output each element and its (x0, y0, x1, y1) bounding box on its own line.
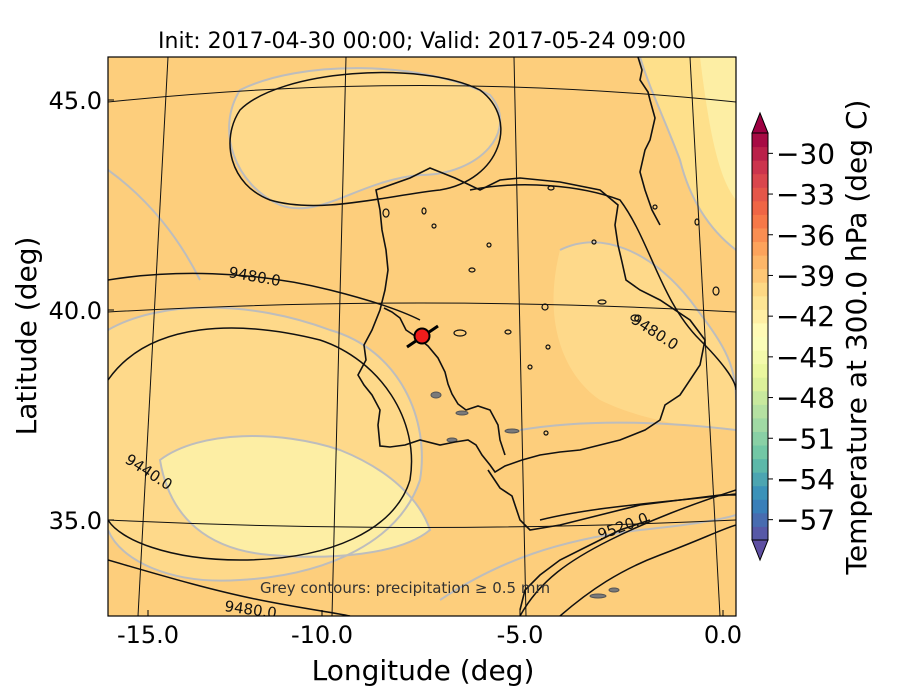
colorbar-segment (752, 336, 768, 351)
temperature-band-mid-north (229, 68, 501, 209)
colorbar-segments (752, 133, 768, 541)
colorbar-segment (752, 472, 768, 487)
y-tick-label: 45.0 (49, 87, 102, 115)
colorbar-segment (752, 322, 768, 337)
colorbar-segment (752, 200, 768, 215)
colorbar-segment (752, 350, 768, 365)
temperature-band-cool (160, 436, 430, 557)
colorbar-segment (752, 431, 768, 446)
x-tick-label: -15.0 (117, 621, 179, 649)
map-plot-area: 9480.0 9480.0 9440.0 9520.0 9480.0 Grey … (108, 57, 736, 622)
y-axis: 45.0 40.0 35.0 Latitude (deg) (10, 87, 114, 535)
colorbar-ticks: −30 −33 −36 −39 −42 −45 −48 −51 −54 −57 (768, 137, 835, 537)
colorbar-tick-label: −33 (776, 178, 835, 211)
colorbar-label: Temperature at 300.0 hPa (deg C) (840, 100, 873, 576)
small-coastline-features (382, 185, 720, 436)
temperature-band-mid-east (553, 242, 736, 430)
x-tick-label: -5.0 (497, 621, 544, 649)
colorbar-segment (752, 282, 768, 297)
y-axis-label: Latitude (deg) (10, 237, 43, 436)
colorbar-segment (752, 309, 768, 324)
height-contours (108, 71, 736, 616)
x-axis-label: Longitude (deg) (312, 654, 535, 687)
colorbar-segment (752, 526, 768, 541)
temperature-band-cool-east (700, 57, 736, 200)
colorbar-top-extend (751, 111, 769, 134)
colorbar-segment (752, 404, 768, 419)
precipitation-annotation: Grey contours: precipitation ≥ 0.5 mm (260, 579, 550, 597)
y-tick-label: 35.0 (49, 507, 102, 535)
colorbar-tick-label: −42 (776, 300, 835, 333)
colorbar-segment (752, 499, 768, 514)
colorbar: −30 −33 −36 −39 −42 −45 −48 −51 −54 −57 Temperatu… (751, 100, 873, 576)
colorbar-segment (752, 241, 768, 256)
chart-title: Init: 2017-04-30 00:00; Valid: 2017-05-2… (158, 29, 686, 54)
colorbar-segment (752, 390, 768, 405)
x-tick-label: 0.0 (704, 621, 742, 649)
colorbar-segment (752, 160, 768, 175)
colorbar-tick-label: −36 (776, 219, 835, 252)
colorbar-tick-label: −45 (776, 341, 835, 374)
colorbar-segment (752, 173, 768, 188)
contour-label: 9480.0 (223, 597, 277, 622)
colorbar-frame (751, 132, 769, 541)
colorbar-segment (752, 377, 768, 392)
x-tick-label: -10.0 (291, 621, 353, 649)
colorbar-segment (752, 255, 768, 270)
colorbar-segment (752, 485, 768, 500)
colorbar-segment (752, 458, 768, 473)
coastlines (357, 57, 736, 611)
colorbar-segment (752, 512, 768, 527)
colorbar-segment (752, 445, 768, 460)
location-marker (406, 324, 439, 349)
precipitation-contours (108, 57, 736, 601)
colorbar-segment (752, 214, 768, 229)
colorbar-segment (752, 146, 768, 161)
colorbar-segment (752, 295, 768, 310)
colorbar-tick-label: −51 (776, 422, 835, 455)
colorbar-segment (752, 227, 768, 243)
colorbar-tick-label: −39 (776, 259, 835, 292)
colorbar-segment (752, 268, 768, 283)
colorbar-segment (752, 417, 768, 432)
colorbar-tick-label: −30 (776, 137, 835, 170)
colorbar-segment (752, 133, 768, 148)
colorbar-tick-label: −57 (776, 504, 835, 537)
y-tick-label: 40.0 (49, 297, 102, 325)
map-frame (107, 56, 737, 617)
colorbar-segment (752, 187, 768, 202)
x-axis: -15.0 -10.0 -5.0 0.0 Longitude (deg) (117, 610, 742, 687)
colorbar-bottom-extend (751, 539, 769, 562)
colorbar-tick-label: −48 (776, 382, 835, 415)
colorbar-tick-label: −54 (776, 463, 835, 496)
colorbar-segment (752, 363, 768, 378)
precipitation-cells (430, 391, 620, 599)
graticule (108, 57, 736, 616)
